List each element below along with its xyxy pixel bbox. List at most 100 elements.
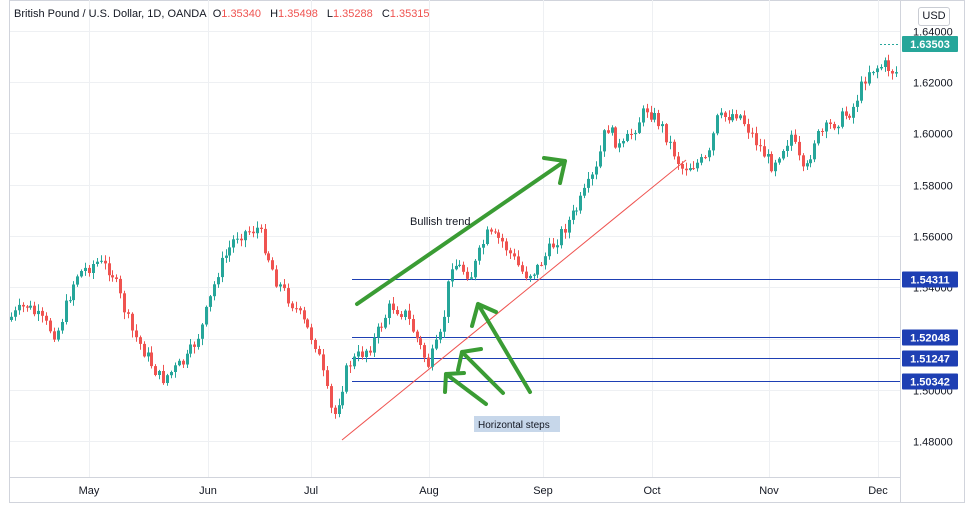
candle-body-111	[443, 316, 446, 332]
candle-body-205	[809, 159, 812, 164]
candle-body-176	[696, 162, 699, 169]
candle-body-150	[595, 166, 598, 175]
candle-body-98	[392, 303, 395, 310]
candle-body-124	[494, 231, 497, 233]
x-tick-label-0: May	[79, 485, 100, 497]
step-arrow-3	[443, 371, 488, 406]
candle-body-171	[677, 156, 680, 164]
current-price-badge-bg	[902, 36, 958, 52]
candle-body-69	[279, 284, 282, 287]
candle-body-32	[135, 330, 138, 338]
level-badge-bg-1	[902, 329, 958, 346]
candle-body-131	[521, 265, 524, 272]
candle-body-122	[486, 229, 489, 244]
candle-body-180	[712, 133, 715, 151]
candle-body-74	[299, 308, 302, 311]
candle-body-19	[84, 267, 87, 271]
candle-body-1	[14, 310, 17, 317]
x-tick-label-5: Oct	[643, 485, 660, 497]
candle-body-174	[689, 168, 692, 171]
currency-button[interactable]: USD	[918, 7, 950, 26]
y-tick-label-7: 1.62000	[913, 78, 953, 90]
candle-body-173	[685, 168, 688, 171]
candle-body-66	[267, 253, 270, 261]
candle-body-76	[306, 319, 309, 328]
candle-body-67	[271, 260, 274, 270]
y-tick-label-6: 1.60000	[913, 129, 953, 141]
candle-body-68	[275, 269, 278, 287]
x-tick-label-7: Dec	[868, 485, 888, 497]
candle-body-70	[283, 284, 286, 289]
annotation-arrows	[355, 156, 567, 406]
candle-body-17	[76, 276, 79, 285]
candle-body-167	[661, 124, 664, 127]
candle-body-156	[618, 143, 621, 148]
candle-body-206	[813, 143, 816, 160]
candle-body-164	[650, 112, 653, 120]
candle-body-7	[37, 310, 40, 315]
candle-body-142	[564, 229, 567, 233]
candle-body-203	[802, 155, 805, 167]
candle-body-102	[408, 310, 411, 319]
candle-body-92	[369, 350, 372, 353]
candle-body-162	[642, 108, 645, 123]
low-value: 1.35288	[333, 8, 373, 20]
candle-body-199	[786, 145, 789, 151]
bullish-trend-label: Bullish trend	[410, 216, 471, 228]
high-label: H	[270, 8, 279, 20]
candle-body-141	[560, 229, 563, 246]
candle-body-222	[876, 68, 879, 73]
candle-body-86	[345, 365, 348, 392]
candle-body-219	[864, 81, 867, 84]
step-arrow-1	[470, 302, 532, 394]
candle-body-3	[22, 304, 25, 307]
trendline	[341, 159, 687, 441]
candle-body-211	[833, 124, 836, 129]
candle-body-91	[365, 350, 368, 357]
price-badges: 1.54311 1.52048 1.51247 1.50342 1.63503	[880, 36, 958, 390]
candle-body-154	[611, 127, 614, 133]
candle-body-65	[264, 228, 267, 254]
candle-body-100	[400, 314, 403, 317]
candle-body-160	[634, 132, 637, 135]
candle-body-117	[466, 271, 469, 279]
candle-body-114	[455, 265, 458, 270]
candles	[10, 54, 898, 419]
candle-body-127	[505, 241, 508, 251]
candle-body-34	[143, 343, 146, 357]
candle-body-146	[579, 195, 582, 211]
candle-body-194	[767, 154, 770, 157]
candle-body-153	[607, 130, 610, 133]
candle-body-95	[380, 326, 383, 328]
candle-body-83	[334, 407, 337, 414]
candle-body-104	[416, 331, 419, 339]
candle-body-82	[330, 386, 333, 408]
candle-body-202	[798, 141, 801, 156]
time-axis-labels: May Jun Jul Aug Sep Oct Nov Dec	[79, 485, 889, 497]
horizontal-steps-label: Horizontal steps	[478, 420, 550, 431]
step-arrow-2	[456, 347, 505, 395]
candle-body-157	[622, 141, 625, 144]
candle-body-135	[536, 264, 539, 275]
candle-body-73	[295, 308, 298, 310]
candle-body-59	[240, 238, 243, 241]
candle-body-182	[720, 112, 723, 116]
candle-body-143	[568, 219, 571, 233]
candle-body-125	[497, 232, 500, 238]
candle-body-139	[552, 243, 555, 248]
candle-body-210	[829, 122, 832, 124]
candle-body-214	[845, 111, 848, 116]
candle-body-48	[197, 338, 200, 347]
candle-body-57	[232, 239, 235, 248]
horizontal-levels	[352, 279, 900, 382]
candle-body-16	[72, 284, 75, 301]
candle-body-209	[825, 122, 828, 132]
candle-body-133	[529, 275, 532, 279]
candle-body-62	[252, 231, 255, 234]
candle-body-120	[478, 247, 481, 261]
symbol-title: British Pound / U.S. Dollar, 1D, OANDA	[14, 8, 207, 20]
candle-body-101	[404, 310, 407, 317]
candle-body-89	[357, 351, 360, 357]
